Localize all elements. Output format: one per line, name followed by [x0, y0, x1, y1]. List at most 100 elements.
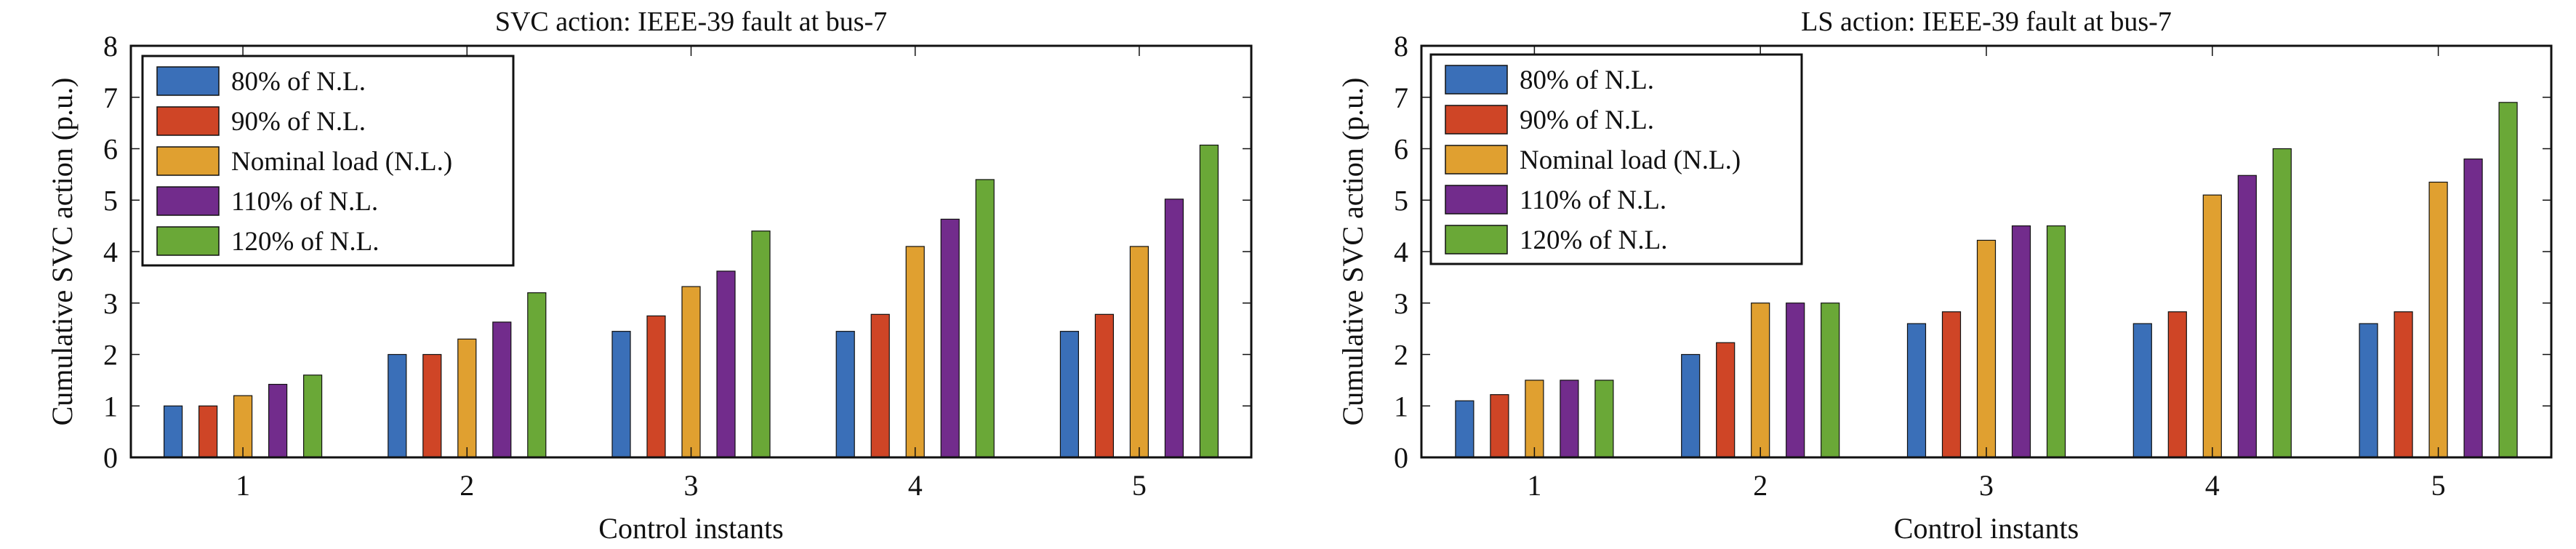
bar — [2463, 159, 2483, 458]
bar — [1199, 144, 1219, 458]
legend: 80% of N.L. 90% of N.L. Nominal load (N.L.… — [1429, 53, 1803, 265]
y-tick-label: 0 — [103, 441, 118, 474]
y-tick-label: 1 — [103, 390, 118, 422]
bar — [303, 374, 323, 458]
bar — [2046, 225, 2066, 458]
y-tick-label: 6 — [103, 133, 118, 166]
bar — [1129, 246, 1149, 458]
bar — [457, 338, 477, 458]
bar — [2132, 323, 2152, 458]
bar — [1094, 313, 1115, 458]
y-axis-label: Cumulative SVC action (p.u.) — [1336, 78, 1369, 426]
legend-label: Nominal load (N.L.) — [231, 147, 452, 177]
y-tick-label: 3 — [1394, 287, 1408, 320]
y-tick-label: 7 — [1394, 81, 1408, 114]
chart-title: LS action: IEEE-39 fault at bus-7 — [1801, 7, 2172, 37]
y-tick-label: 8 — [103, 30, 118, 63]
bar — [268, 383, 288, 458]
y-tick-label: 8 — [1394, 30, 1408, 63]
legend-swatch — [156, 106, 220, 136]
bar — [2498, 102, 2518, 458]
bar — [1059, 331, 1080, 458]
bar — [233, 395, 253, 458]
bar — [2272, 148, 2292, 458]
bar — [422, 353, 442, 458]
bar — [198, 405, 218, 458]
bar — [611, 331, 631, 458]
bar — [1976, 239, 1997, 458]
x-axis-label: Control instants — [1894, 512, 2079, 545]
bar — [870, 313, 890, 458]
x-tick-label: 2 — [460, 469, 474, 502]
legend-label: 90% of N.L. — [1520, 105, 1654, 135]
y-tick-label: 4 — [1394, 236, 1408, 268]
bar — [975, 179, 995, 458]
legend-swatch — [156, 66, 220, 96]
legend-label: 120% of N.L. — [231, 227, 379, 257]
legend-swatch — [1445, 185, 1508, 215]
bar — [2202, 194, 2222, 458]
bar — [1821, 302, 1840, 458]
y-tick-label: 3 — [103, 287, 118, 320]
bar — [2394, 311, 2413, 458]
bar — [527, 292, 547, 458]
bar — [2237, 175, 2257, 458]
x-tick-label: 4 — [2205, 469, 2220, 502]
bar — [1490, 394, 1509, 458]
legend-swatch — [156, 146, 220, 176]
bar — [1906, 323, 1927, 458]
x-tick-label: 4 — [908, 469, 923, 502]
legend-swatch — [156, 226, 220, 256]
y-tick-label: 2 — [103, 339, 118, 372]
bar — [2428, 181, 2448, 458]
bar — [388, 353, 407, 458]
chart-1: 0 1 2 3 4 5 6 7 8 1 2 3 4 5 SVC action: IEEE-39 fault … — [46, 7, 1253, 545]
bar — [835, 331, 855, 458]
y-tick-label: 5 — [103, 184, 118, 217]
bar — [1941, 311, 1962, 458]
bar — [905, 246, 925, 458]
chart-title: SVC action: IEEE-39 fault at bus-7 — [495, 7, 887, 37]
legend-swatch — [1445, 105, 1508, 135]
y-tick-label: 5 — [1394, 184, 1408, 217]
y-axis-label: Cumulative SVC action (p.u.) — [46, 78, 79, 426]
bar — [940, 218, 960, 458]
bar — [1786, 302, 1805, 458]
legend-label: 110% of N.L. — [1520, 185, 1666, 215]
x-tick-label: 3 — [1979, 469, 1994, 502]
bar — [164, 405, 183, 458]
x-tick-label: 5 — [2431, 469, 2446, 502]
y-tick-label: 2 — [1394, 339, 1408, 372]
bar — [1716, 342, 1736, 458]
legend-label: 80% of N.L. — [231, 67, 366, 97]
legend-label: 120% of N.L. — [1520, 225, 1667, 255]
bar — [2011, 225, 2031, 458]
legend-label: Nominal load (N.L.) — [1520, 145, 1741, 175]
bar — [492, 321, 512, 458]
bar — [646, 315, 666, 458]
bar — [751, 231, 771, 458]
legend-label: 90% of N.L. — [231, 107, 366, 137]
x-axis-label: Control instants — [598, 512, 783, 545]
legend-label: 80% of N.L. — [1520, 65, 1654, 95]
bar — [2359, 323, 2378, 458]
bar — [1751, 302, 1770, 458]
x-tick-label: 2 — [1753, 469, 1768, 502]
bar — [1681, 353, 1701, 458]
x-tick-label: 1 — [236, 469, 250, 502]
x-tick-label: 3 — [684, 469, 699, 502]
legend-swatch — [1445, 145, 1508, 175]
bar — [2167, 311, 2187, 458]
legend-swatch — [1445, 65, 1508, 95]
bar — [716, 271, 736, 458]
bar — [1594, 380, 1614, 458]
legend-swatch — [156, 186, 220, 216]
legend-label: 110% of N.L. — [231, 187, 378, 217]
chart-2: 0 1 2 3 4 5 6 7 8 1 2 3 4 5 LS action: IEEE-39 fault a… — [1336, 7, 2553, 545]
y-tick-label: 6 — [1394, 133, 1408, 166]
y-tick-label: 0 — [1394, 441, 1408, 474]
y-tick-label: 7 — [103, 81, 118, 114]
x-tick-label: 5 — [1132, 469, 1147, 502]
bar — [1455, 400, 1474, 458]
